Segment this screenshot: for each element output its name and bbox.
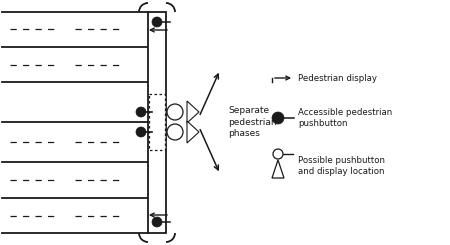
Bar <box>149 94 165 150</box>
Text: Separate
pedestrian
phases: Separate pedestrian phases <box>228 106 277 138</box>
Circle shape <box>152 17 162 27</box>
Circle shape <box>152 217 162 227</box>
Circle shape <box>136 107 146 117</box>
Polygon shape <box>187 101 199 123</box>
Circle shape <box>167 104 183 120</box>
Polygon shape <box>187 121 199 143</box>
Circle shape <box>167 124 183 140</box>
Bar <box>148 12 166 233</box>
Text: Possible pushbutton
and display location: Possible pushbutton and display location <box>298 156 385 176</box>
Circle shape <box>272 112 284 124</box>
Polygon shape <box>272 160 284 178</box>
Text: Accessible pedestrian
pushbutton: Accessible pedestrian pushbutton <box>298 108 392 128</box>
Circle shape <box>273 149 283 159</box>
Circle shape <box>136 127 146 137</box>
Text: Pedestrian display: Pedestrian display <box>298 74 377 83</box>
